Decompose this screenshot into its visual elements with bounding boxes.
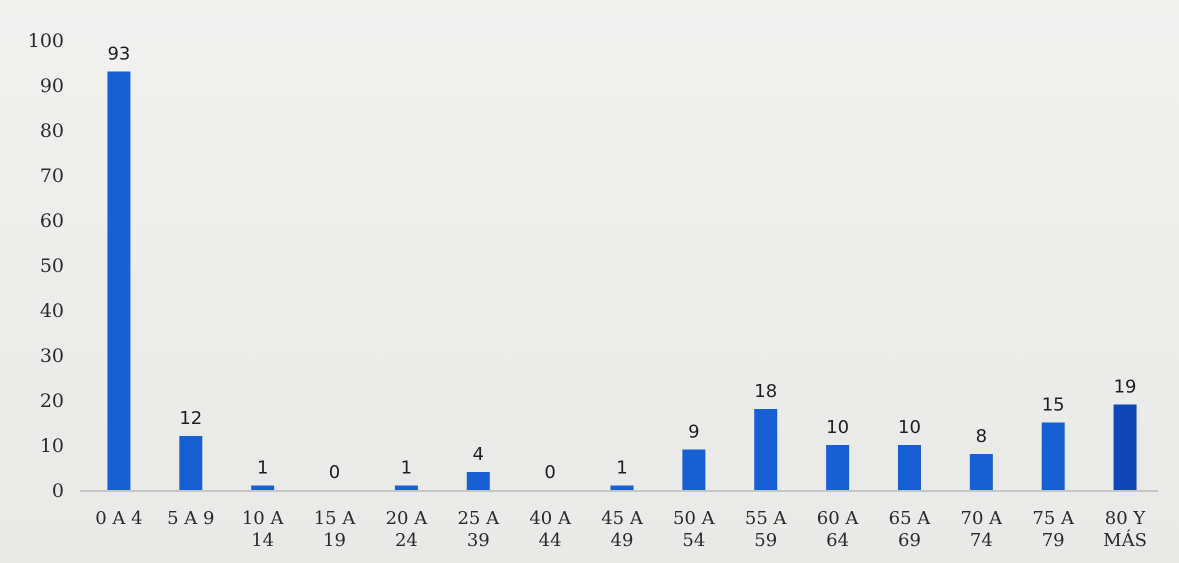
data-label: 19 xyxy=(1114,377,1137,398)
x-tick-label: 75 A 79 xyxy=(1032,508,1075,551)
x-tick-label: 50 A 54 xyxy=(673,508,716,551)
bar xyxy=(610,485,634,490)
x-tick-label: 60 A 64 xyxy=(817,508,860,551)
y-tick-label: 0 xyxy=(52,480,64,502)
y-tick-label: 10 xyxy=(40,435,64,457)
x-tick-label: 25 A 39 xyxy=(457,508,500,551)
y-tick-label: 80 xyxy=(40,120,64,142)
bar xyxy=(754,409,778,490)
x-tick-label: 65 A 69 xyxy=(889,508,932,551)
bar xyxy=(1041,422,1065,490)
y-tick-label: 40 xyxy=(40,300,64,322)
bar xyxy=(969,454,993,490)
data-label: 93 xyxy=(107,44,130,65)
data-label: 0 xyxy=(329,462,340,483)
bar xyxy=(1113,404,1137,490)
data-label: 15 xyxy=(1042,395,1065,416)
data-label: 9 xyxy=(688,422,699,443)
data-label: 10 xyxy=(826,417,849,438)
y-axis: 0 10 20 30 40 50 60 70 80 90 100 xyxy=(28,30,64,502)
data-label: 8 xyxy=(976,426,987,447)
x-tick-label: 0 A 4 xyxy=(95,508,142,529)
data-label: 18 xyxy=(754,381,777,402)
x-tick-label: 40 A 44 xyxy=(529,508,572,551)
bar xyxy=(466,472,490,490)
data-label: 4 xyxy=(473,444,484,465)
bar xyxy=(179,436,203,490)
y-tick-label: 30 xyxy=(40,345,64,367)
bars xyxy=(107,71,1137,490)
bar xyxy=(826,445,850,490)
bar xyxy=(251,485,275,490)
y-tick-label: 70 xyxy=(40,165,64,187)
y-tick-label: 50 xyxy=(40,255,64,277)
bar xyxy=(107,71,131,490)
x-tick-label: 55 A 59 xyxy=(745,508,788,551)
x-tick-label: 10 A 14 xyxy=(242,508,285,551)
x-tick-label: 80 Y MÁS xyxy=(1103,508,1147,551)
data-label: 12 xyxy=(179,408,202,429)
y-tick-label: 100 xyxy=(28,30,64,52)
data-label: 10 xyxy=(898,417,921,438)
x-tick-label: 70 A 74 xyxy=(961,508,1004,551)
bar xyxy=(394,485,418,490)
x-tick-label: 20 A 24 xyxy=(386,508,429,551)
data-label: 1 xyxy=(401,458,412,479)
x-tick-label: 5 A 9 xyxy=(167,508,214,529)
x-axis: 0 A 4 5 A 9 10 A 14 15 A 19 20 A 24 25 A 39 40 A 44… xyxy=(80,490,1158,551)
x-tick-label: 15 A 19 xyxy=(314,508,357,551)
data-label: 0 xyxy=(544,462,555,483)
y-tick-label: 60 xyxy=(40,210,64,232)
x-tick-label: 45 A 49 xyxy=(601,508,644,551)
bar xyxy=(897,445,921,490)
data-label: 1 xyxy=(616,458,627,479)
y-tick-label: 90 xyxy=(40,75,64,97)
data-label: 1 xyxy=(257,458,268,479)
bar xyxy=(682,449,706,490)
y-tick-label: 20 xyxy=(40,390,64,412)
